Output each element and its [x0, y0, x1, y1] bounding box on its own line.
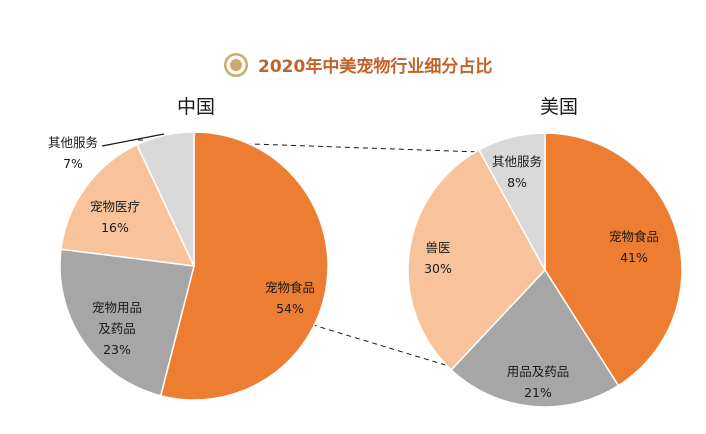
us-slice-3-name-label: 其他服务: [492, 154, 542, 169]
us-slice-1: [450, 268, 620, 408]
us-slice-2-name-label: 兽医: [425, 240, 450, 255]
china-slice-1: [59, 248, 195, 397]
china-slice-3-value-label: 7%: [63, 156, 83, 171]
china-slice-3: [135, 131, 195, 267]
us-slice-0-name-label: 宠物食品: [609, 229, 659, 244]
us-slice-0: [544, 132, 683, 387]
us-pie: 宠物食品 41% 用品及药品 21% 兽医 30% 其他服务 8%: [407, 132, 683, 408]
other-services-leader-line: [101, 133, 165, 147]
china-slice-2-value-label: 16%: [101, 220, 129, 235]
china-slice-1-name-label: 宠物用品: [92, 300, 142, 315]
us-slice-0-value-label: 41%: [620, 250, 648, 265]
us-slice-1-value-label: 21%: [524, 385, 552, 400]
china-slice-3-name-label: 其他服务: [48, 135, 98, 150]
china-slice-1-name-label: 及药品: [98, 321, 136, 336]
china-slice-2-name-label: 宠物医疗: [90, 199, 140, 214]
us-slice-3: [477, 132, 546, 271]
china-pie-title: 中国: [177, 96, 215, 118]
us-slice-2: [407, 148, 546, 371]
us-pie-title: 美国: [540, 96, 578, 118]
us-slice-3-value-label: 8%: [507, 175, 527, 190]
china-slice-0-name-label: 宠物食品: [265, 280, 315, 295]
china-slice-1-value-label: 23%: [103, 342, 131, 357]
chart-title: 2020年中美宠物行业细分占比: [258, 56, 492, 77]
china-slice-0: [159, 131, 329, 401]
china-slice-0-value-label: 54%: [276, 301, 304, 316]
us-slice-2-value-label: 30%: [424, 261, 452, 276]
title-badge-icon: [224, 53, 248, 77]
china-slice-2: [60, 143, 196, 267]
us-slice-1-name-label: 用品及药品: [507, 364, 570, 379]
